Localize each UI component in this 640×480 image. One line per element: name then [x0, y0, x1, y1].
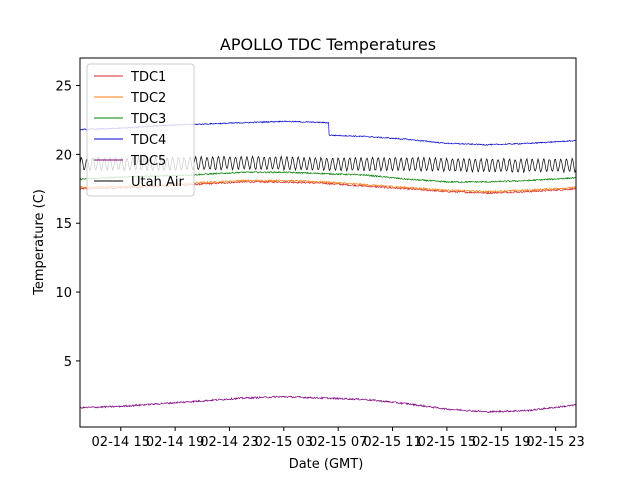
series-line-tdc5 [79, 395, 577, 414]
x-tick-label: 02-15 11 [363, 435, 421, 450]
legend-label: Utah Air [131, 175, 184, 190]
legend-label: TDC2 [130, 91, 166, 106]
x-tick-label: 02-15 15 [418, 435, 476, 450]
y-axis: 5 10 15 20 25 [55, 80, 80, 370]
legend: TDC1 TDC2 TDC3 TDC4 TDC5 Utah Air [86, 63, 195, 197]
x-tick-label: 02-14 15 [92, 435, 150, 450]
chart-title: APOLLO TDC Temperatures [220, 35, 436, 54]
legend-label: TDC1 [130, 70, 166, 85]
x-tick-label: 02-15 07 [309, 435, 367, 450]
legend-label: TDC4 [130, 133, 166, 148]
y-tick-label: 5 [64, 355, 72, 370]
x-tick-label: 02-14 23 [200, 435, 258, 450]
y-tick-label: 15 [55, 217, 72, 232]
x-tick-label: 02-14 19 [146, 435, 204, 450]
legend-label: TDC3 [130, 112, 166, 127]
x-tick-label: 02-15 19 [472, 435, 530, 450]
x-tick-label: 02-15 23 [526, 435, 584, 450]
legend-label: TDC5 [130, 154, 166, 169]
x-tick-label: 02-15 03 [255, 435, 313, 450]
y-axis-label: Temperature (C) [32, 189, 47, 296]
plot-frame [79, 57, 577, 428]
x-axis-label: Date (GMT) [289, 457, 364, 472]
y-tick-label: 25 [55, 80, 72, 95]
y-tick-label: 10 [55, 286, 72, 301]
y-tick-label: 20 [55, 148, 72, 163]
